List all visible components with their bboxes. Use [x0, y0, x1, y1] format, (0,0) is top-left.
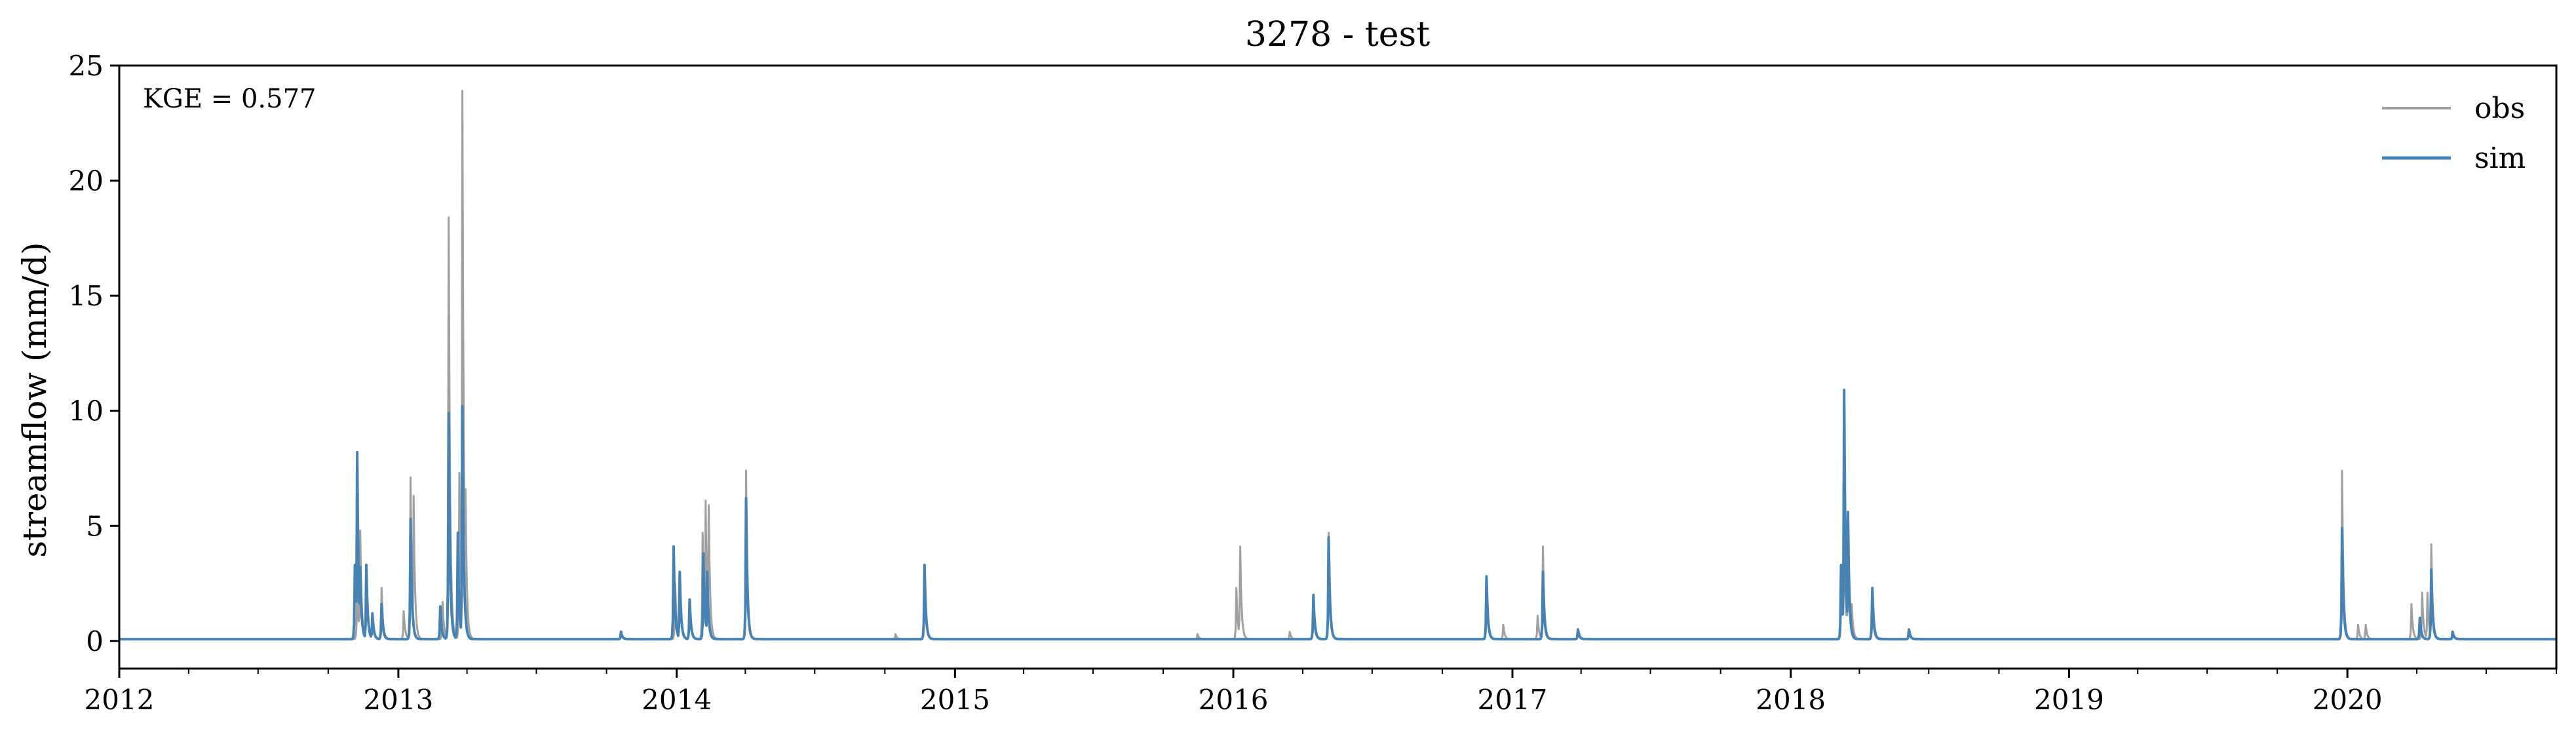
plot-area	[119, 90, 2557, 641]
y-tick-label: 15	[69, 280, 104, 312]
x-tick-label: 2013	[363, 684, 433, 716]
x-tick-label: 2019	[2034, 684, 2104, 716]
x-tick-label: 2012	[85, 684, 155, 716]
x-tick-label: 2018	[1756, 684, 1826, 716]
obs-line	[119, 90, 2557, 640]
y-tick-label: 5	[86, 510, 104, 542]
legend: obs sim	[2382, 92, 2526, 175]
sim-series	[119, 389, 2557, 641]
sim-line	[119, 389, 2557, 641]
x-tick-label: 2015	[920, 684, 990, 716]
kge-annotation: KGE = 0.577	[143, 84, 317, 114]
y-tick-label: 20	[69, 165, 104, 197]
x-axis-ticks: 2012 2013 2014 2015 2016 2017 2018 2019 2020	[85, 669, 2557, 716]
x-tick-label: 2017	[1478, 684, 1548, 716]
x-tick-label: 2016	[1199, 684, 1269, 716]
chart-title: 3278 - test	[1245, 15, 1430, 54]
x-tick-label: 2020	[2313, 684, 2383, 716]
y-axis-ticks: 0 5 10 15 20 25	[69, 50, 119, 657]
legend-sim-label: sim	[2474, 142, 2526, 175]
y-tick-label: 0	[86, 625, 104, 657]
y-tick-label: 10	[69, 395, 104, 427]
obs-series	[119, 90, 2557, 640]
plot-frame	[118, 64, 2558, 670]
y-tick-label: 25	[69, 50, 104, 82]
x-tick-label: 2014	[642, 684, 712, 716]
y-axis-label: streamflow (mm/d)	[16, 242, 54, 557]
legend-obs-label: obs	[2474, 92, 2525, 125]
